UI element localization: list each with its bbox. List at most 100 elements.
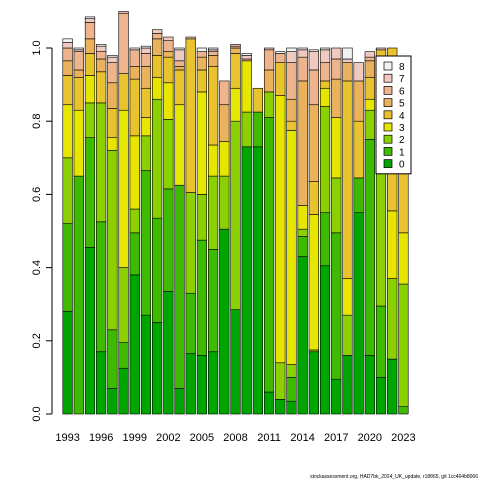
bar-segment-2015-age-4	[308, 181, 319, 215]
x-tick-label: 2002	[156, 432, 180, 444]
bar-segment-1999-age-8	[129, 47, 140, 51]
bar-segment-2001-age-5	[152, 38, 163, 56]
bar-segment-1995-age-3	[84, 75, 96, 104]
bar-segment-1998-age-6	[118, 12, 129, 74]
bar-segment-2011-age-2	[263, 91, 275, 118]
legend-label-5: 5	[399, 99, 405, 110]
y-tick-label: 1.0	[31, 40, 43, 55]
bar-segment-2019-age-5	[353, 80, 364, 122]
bar-segment-2003-age-6	[174, 60, 185, 67]
bar-segment-2021-age-1	[375, 305, 387, 378]
bar-segment-2009-age-3	[241, 60, 252, 113]
bar-segment-2005-age-5	[196, 56, 208, 71]
bar-segment-2013-age-7	[286, 51, 297, 63]
bar-segment-2000-age-0	[140, 314, 152, 415]
bar-segment-2001-age-6	[152, 33, 163, 40]
bar-segment-2002-age-2	[163, 119, 174, 190]
bar-segment-2005-age-4	[196, 69, 208, 93]
bar-segment-2020-age-4	[364, 76, 375, 100]
bar-segment-2003-age-7	[174, 49, 185, 62]
bar-segment-2016-age-4	[319, 80, 331, 89]
bar-segment-2017-age-2	[331, 177, 342, 234]
bar-segment-2016-age-8	[319, 47, 331, 51]
bar-segment-1993-age-7	[62, 42, 73, 49]
bar-segment-2003-age-1	[174, 184, 185, 389]
bar-segment-1993-age-6	[62, 47, 73, 62]
bar-segment-2011-age-6	[263, 49, 275, 71]
bar-segment-2020-age-7	[364, 51, 375, 58]
bar-segment-1998-age-4	[118, 73, 129, 111]
bar-segment-2013-age-8	[286, 47, 297, 52]
bar-segment-2013-age-5	[286, 98, 297, 122]
bar-segment-2010-age-4	[252, 87, 264, 113]
bar-segment-2019-age-4	[353, 120, 364, 179]
bar-segment-1995-age-7	[84, 18, 96, 23]
bar-segment-1996-age-0	[96, 351, 107, 415]
bar-segment-2013-age-2	[286, 364, 297, 378]
bar-segment-1993-age-8	[62, 38, 73, 43]
y-tick-label: 0.2	[31, 333, 43, 348]
bar-segment-1994-age-8	[73, 47, 84, 51]
bar-segment-2020-age-2	[364, 109, 375, 140]
bar-segment-1998-age-2	[118, 267, 129, 343]
bar-segment-2001-age-0	[152, 322, 163, 415]
bar-segment-1993-age-0	[62, 311, 73, 415]
bar-segment-2012-age-4	[275, 62, 286, 96]
bar-segment-2010-age-1	[252, 111, 264, 148]
bar-segment-2021-age-7	[375, 47, 387, 51]
y-tick-label: 0.8	[31, 114, 43, 129]
bar-segment-1993-age-1	[62, 223, 73, 312]
bar-segment-2003-age-5	[174, 66, 185, 71]
bar-segment-2004-age-4	[185, 38, 196, 193]
bar-segment-2016-age-1	[319, 212, 331, 267]
bar-segment-2008-age-0	[230, 309, 241, 415]
legend-box	[375, 55, 412, 175]
bar-segment-1995-age-2	[84, 102, 96, 138]
bar-segment-1995-age-6	[84, 22, 96, 40]
legend-swatch-5	[383, 98, 393, 107]
bar-segment-2011-age-7	[263, 47, 275, 51]
bar-segment-1994-age-5	[73, 69, 84, 78]
bar-segment-2006-age-4	[208, 66, 219, 146]
bar-segment-2018-age-0	[342, 355, 353, 415]
bar-segment-2000-age-8	[140, 45, 152, 49]
bar-segment-2017-age-5	[331, 78, 342, 118]
bar-segment-1999-age-0	[129, 274, 140, 415]
bar-segment-1995-age-8	[84, 16, 96, 20]
legend-label-3: 3	[399, 123, 405, 134]
bar-segment-2013-age-0	[286, 400, 297, 415]
bar-segment-2005-age-3	[196, 91, 208, 195]
bar-segment-2017-age-7	[331, 47, 342, 60]
bar-segment-2005-age-6	[196, 51, 208, 58]
bar-segment-2010-age-0	[252, 146, 264, 415]
bar-segment-1997-age-0	[107, 388, 118, 415]
source-note: stockassessment.org, HAD7bk_2024_UK_upda…	[310, 474, 478, 480]
bar-segment-1994-age-3	[73, 109, 84, 177]
bar-segment-2013-age-4	[286, 120, 297, 131]
legend-swatch-4	[383, 110, 393, 120]
bar-segment-1994-age-6	[73, 51, 84, 71]
x-tick-label: 1999	[123, 432, 147, 444]
bar-segment-2007-age-3	[219, 141, 230, 177]
bar-segment-1996-age-6	[96, 51, 107, 60]
bar-segment-1993-age-2	[62, 157, 73, 224]
bar-segment-1996-age-2	[96, 102, 107, 223]
bar-segment-2002-age-6	[163, 40, 174, 52]
bar-segment-1999-age-6	[129, 49, 140, 67]
bar-segment-2021-age-0	[375, 377, 387, 415]
bar-segment-2017-age-0	[331, 378, 342, 415]
bar-segment-1997-age-3	[107, 137, 118, 151]
bar-segment-2002-age-3	[163, 82, 174, 120]
bar-segment-2018-age-5	[342, 62, 353, 82]
bar-segment-1996-age-7	[96, 45, 107, 52]
bar-segment-2008-age-7	[230, 44, 241, 47]
bar-segment-2005-age-0	[196, 355, 208, 415]
bar-segment-1996-age-8	[96, 44, 107, 47]
bar-segment-1997-age-8	[107, 55, 118, 58]
bar-segment-2004-age-7	[185, 36, 196, 40]
bar-segment-2000-age-2	[140, 135, 152, 171]
bar-segment-1993-age-5	[62, 60, 73, 76]
bar-segment-2005-age-2	[196, 194, 208, 241]
bar-segment-2018-age-8	[342, 47, 353, 60]
